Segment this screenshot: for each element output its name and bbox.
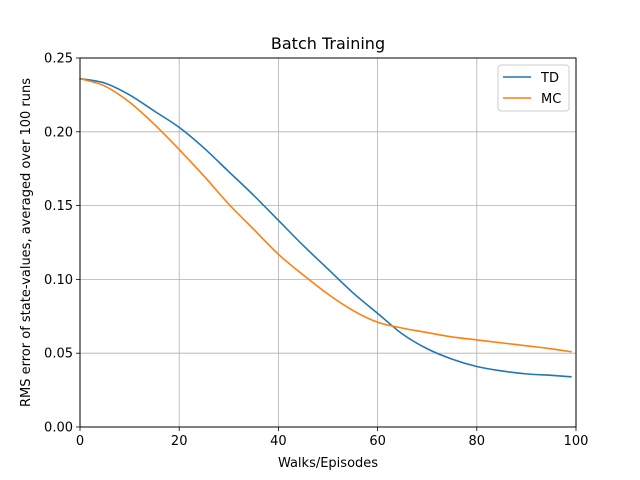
grid [79,57,577,428]
y-tick-label: 0.15 [44,199,73,214]
y-tick-label: 0.00 [44,421,73,436]
y-tick-label: 0.10 [44,273,73,288]
x-tick-label: 40 [270,434,287,449]
y-tick-label: 0.25 [44,52,73,67]
y-tick-label: 0.05 [44,347,73,362]
x-tick-label: 80 [469,434,486,449]
x-tick-label: 20 [171,434,188,449]
x-tick-label: 0 [76,434,84,449]
plot-frame [79,57,577,428]
x-axis-label: Walks/Episodes [278,456,378,471]
legend-label-mc: MC [541,92,561,107]
axis-ticks: 0 20 40 60 80 100 0.00 0.05 0.10 0.15 0.20 0.25 [44,52,588,450]
x-tick-label: 100 [564,434,589,449]
legend: TD MC [497,64,570,112]
legend-label-td: TD [540,71,559,86]
y-tick-label: 0.20 [44,125,73,140]
series-line-td [79,77,572,378]
y-axis-label: RMS error of state-values, averaged over… [19,78,34,407]
x-tick-label: 60 [369,434,386,449]
chart-title: Batch Training [271,34,385,53]
series-line-mc [79,77,572,353]
series-lines [79,77,572,378]
